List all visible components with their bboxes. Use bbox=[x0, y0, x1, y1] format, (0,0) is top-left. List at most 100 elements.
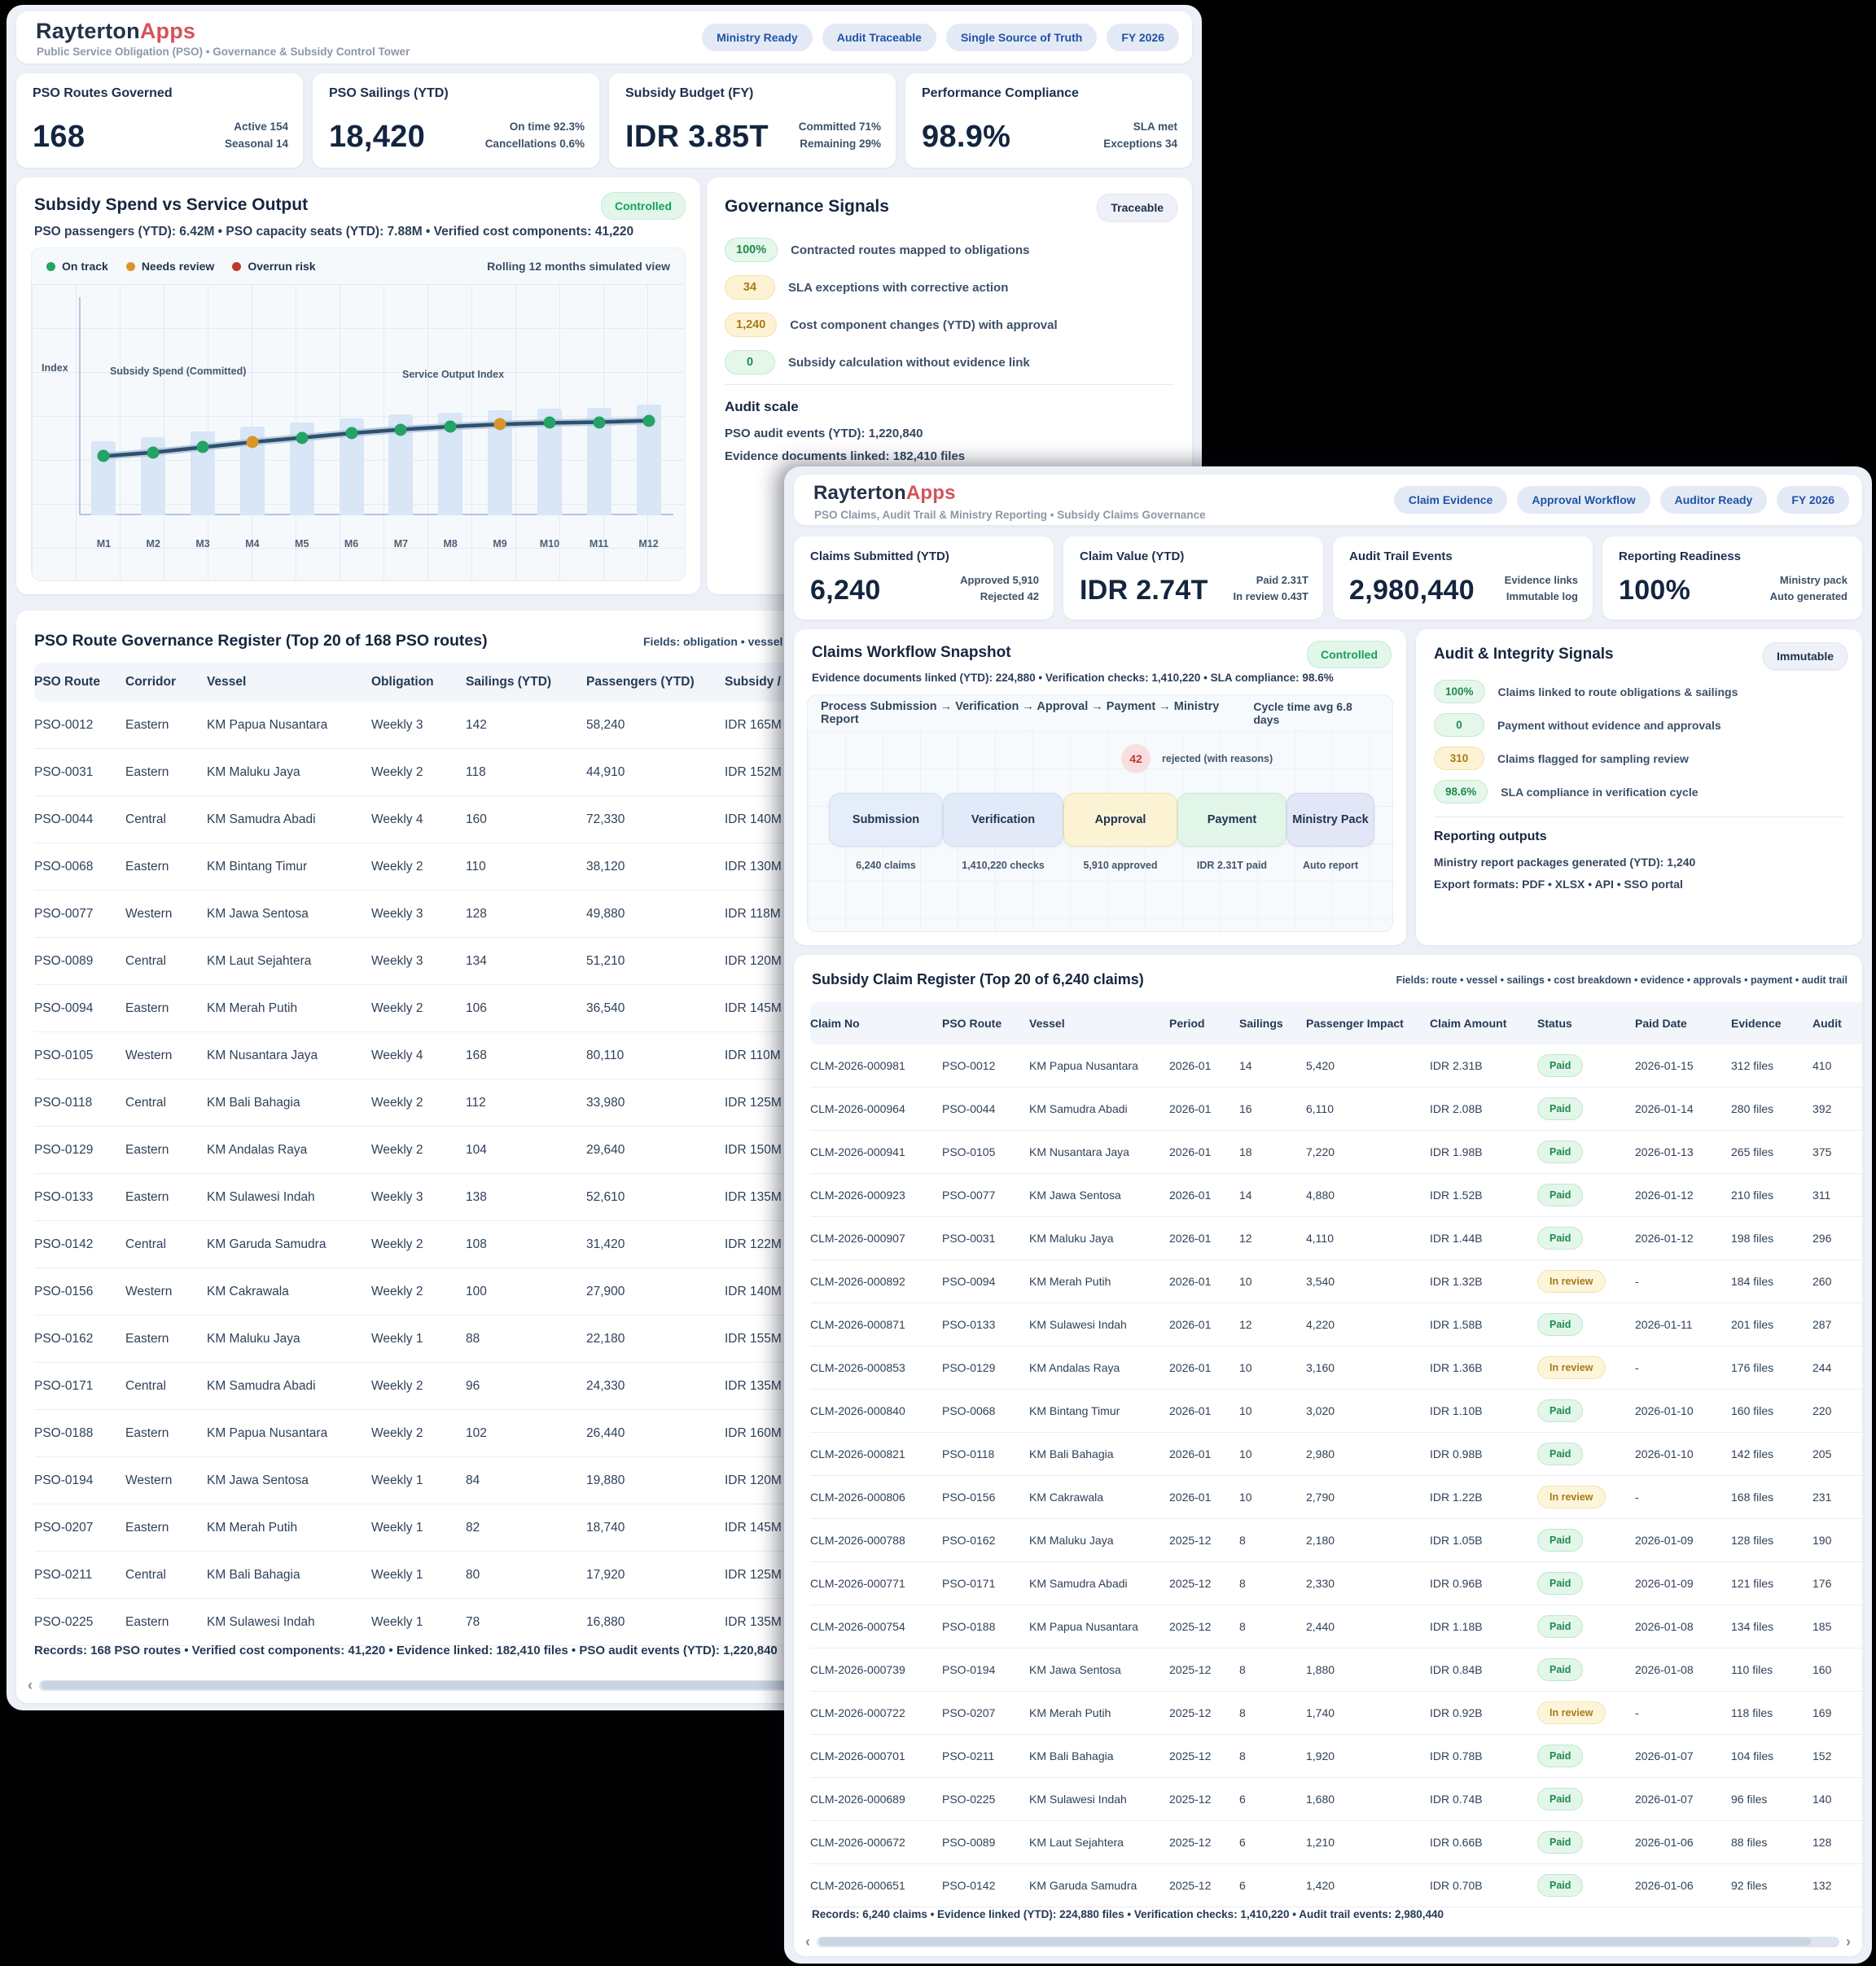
cell-sailings: 102 bbox=[466, 1425, 487, 1440]
workflow-process-label: Process Submission → Verification → Appr… bbox=[821, 700, 1220, 726]
scroll-left-icon[interactable]: ‹ bbox=[805, 1933, 810, 1950]
kpi-card: Claims Submitted (YTD) 6,240 Approved 5,91… bbox=[794, 536, 1054, 620]
cell-audit: 260 bbox=[1812, 1275, 1832, 1288]
cell-impact: 3,540 bbox=[1306, 1275, 1335, 1288]
cell-sailings: 18 bbox=[1239, 1145, 1252, 1158]
header-badge[interactable]: Approval Workflow bbox=[1517, 486, 1650, 514]
cell-amount: IDR 1.05B bbox=[1430, 1534, 1483, 1547]
kpi-sub-2: Remaining 29% bbox=[800, 138, 881, 151]
cell-period: 2026-01 bbox=[1169, 1102, 1212, 1115]
x-tick-label: M7 bbox=[393, 538, 409, 550]
data-point-green bbox=[394, 423, 407, 436]
kpi-value: 98.9% bbox=[922, 120, 1011, 154]
cell-paid_date: 2026-01-11 bbox=[1635, 1318, 1693, 1331]
header-badge[interactable]: Audit Traceable bbox=[822, 24, 936, 51]
cell-sailings: 160 bbox=[466, 812, 487, 826]
cell-evidence: 104 files bbox=[1731, 1749, 1774, 1762]
scroll-right-icon[interactable]: › bbox=[1846, 1933, 1851, 1950]
chart-legend: On track Needs review Overrun risk Rolling… bbox=[32, 248, 685, 285]
cell-sailings: 10 bbox=[1239, 1491, 1252, 1504]
workflow-node-sub: 6,240 claims bbox=[856, 860, 916, 871]
cell-sailings: 6 bbox=[1239, 1793, 1246, 1806]
cell-status: Paid bbox=[1537, 1874, 1635, 1897]
cell-status: In review bbox=[1537, 1701, 1635, 1724]
cell-status: Paid bbox=[1537, 1227, 1635, 1250]
workflow-node-box: Approval bbox=[1063, 793, 1177, 847]
table-row: PSO-0211 Central KM Bali Bahagia Weekly 1 80… bbox=[34, 1552, 1174, 1599]
cell-route: PSO-0211 bbox=[34, 1567, 93, 1582]
cell-period: 2026-01 bbox=[1169, 1232, 1212, 1245]
x-tick-label: M6 bbox=[344, 538, 359, 550]
cell-subsidy: IDR 122M bbox=[725, 1237, 782, 1251]
audit-scale-heading: Audit scale bbox=[725, 399, 799, 414]
column-header: Claim Amount bbox=[1430, 1017, 1507, 1030]
cell-vessel: KM Jawa Sentosa bbox=[207, 906, 309, 921]
scrollbar-track[interactable] bbox=[817, 1936, 1839, 1947]
cell-passengers: 16,880 bbox=[586, 1614, 625, 1629]
cell-impact: 1,420 bbox=[1306, 1879, 1335, 1892]
app-logo: RaytertonApps bbox=[813, 482, 956, 505]
claim-table-scrollbar[interactable]: ‹ › bbox=[805, 1933, 1851, 1950]
cell-sailings: 10 bbox=[1239, 1404, 1252, 1417]
cell-corridor: Central bbox=[125, 953, 166, 968]
cell-period: 2026-01 bbox=[1169, 1404, 1212, 1417]
cell-audit: 231 bbox=[1812, 1491, 1832, 1504]
cell-obligation: Weekly 2 bbox=[371, 859, 423, 874]
signal-value-pill: 0 bbox=[1434, 713, 1484, 737]
cell-sailings: 134 bbox=[466, 953, 487, 968]
controlled-status-badge: Controlled bbox=[1307, 641, 1392, 668]
kpi-value: 100% bbox=[1619, 575, 1691, 606]
table-row: PSO-0156 Western KM Cakrawala Weekly 2 100 27… bbox=[34, 1268, 1174, 1316]
cell-corridor: Central bbox=[125, 1237, 166, 1251]
cell-claim_no: CLM-2026-000689 bbox=[810, 1793, 905, 1806]
cell-vessel: KM Maluku Jaya bbox=[1029, 1232, 1114, 1245]
cell-subsidy: IDR 120M bbox=[725, 953, 782, 968]
cell-obligation: Weekly 4 bbox=[371, 812, 423, 826]
kpi-title: Subsidy Budget (FY) bbox=[625, 86, 754, 100]
cell-paid_date: 2026-01-06 bbox=[1635, 1836, 1694, 1849]
scrollbar-thumb[interactable] bbox=[42, 1681, 1149, 1689]
signal-label: Contracted routes mapped to obligations bbox=[791, 243, 1030, 257]
cell-paid_date: 2026-01-10 bbox=[1635, 1404, 1694, 1417]
scroll-left-icon[interactable]: ‹ bbox=[28, 1677, 33, 1693]
kpi-value: IDR 2.74T bbox=[1080, 575, 1208, 606]
cell-claim_no: CLM-2026-000840 bbox=[810, 1404, 905, 1417]
claim-register-card: Subsidy Claim Register (Top 20 of 6,240 … bbox=[794, 955, 1862, 1956]
cell-impact: 3,020 bbox=[1306, 1404, 1335, 1417]
table-row: PSO-0044 Central KM Samudra Abadi Weekly 4 1… bbox=[34, 796, 1174, 843]
kpi-sub-1: Committed 71% bbox=[798, 120, 881, 134]
legend-dot-icon bbox=[125, 261, 135, 271]
cell-evidence: 96 files bbox=[1731, 1793, 1768, 1806]
header-badge[interactable]: Single Source of Truth bbox=[945, 24, 1098, 51]
header-badge[interactable]: FY 2026 bbox=[1777, 486, 1849, 514]
signal-row: 100% Claims linked to route obligations &… bbox=[1434, 675, 1844, 708]
cell-passengers: 51,210 bbox=[586, 953, 625, 968]
cell-vessel: KM Merah Putih bbox=[207, 1001, 298, 1015]
cell-route: PSO-0012 bbox=[34, 717, 94, 732]
header-badge[interactable]: FY 2026 bbox=[1107, 24, 1179, 51]
header-badge[interactable]: Ministry Ready bbox=[702, 24, 813, 51]
kpi-card: Reporting Readiness 100% Ministry pack Auto… bbox=[1602, 536, 1862, 620]
cell-sailings: 84 bbox=[466, 1473, 480, 1487]
cell-impact: 1,210 bbox=[1306, 1836, 1335, 1849]
cell-obligation: Weekly 3 bbox=[371, 906, 423, 921]
column-header: Status bbox=[1537, 1017, 1572, 1030]
signal-row: 100% Contracted routes mapped to obligati… bbox=[725, 231, 1174, 269]
cell-route: PSO-0211 bbox=[942, 1749, 995, 1762]
route-table-title: PSO Route Governance Register (Top 20 of… bbox=[34, 632, 488, 650]
cell-audit: 160 bbox=[1812, 1663, 1832, 1676]
table-row: PSO-0133 Eastern KM Sulawesi Indah Weekly 3… bbox=[34, 1174, 1174, 1221]
cell-amount: IDR 2.08B bbox=[1430, 1102, 1483, 1115]
workflow-node-submission: Submission 6,240 claims bbox=[829, 793, 943, 871]
workflow-cycle-note: Cycle time avg 6.8 days bbox=[1253, 700, 1352, 726]
cell-impact: 2,980 bbox=[1306, 1447, 1335, 1460]
cell-route: PSO-0094 bbox=[942, 1275, 996, 1288]
cell-impact: 2,180 bbox=[1306, 1534, 1335, 1547]
cell-status: Paid bbox=[1537, 1615, 1635, 1638]
scrollbar-thumb[interactable] bbox=[819, 1938, 1812, 1946]
data-point-amber bbox=[493, 418, 506, 431]
table-row: CLM-2026-000701 PSO-0211 KM Bali Bahagia 20… bbox=[810, 1735, 1862, 1778]
kpi-sub-1: Active 154 bbox=[234, 120, 288, 134]
header-badge[interactable]: Claim Evidence bbox=[1393, 486, 1508, 514]
header-badge[interactable]: Auditor Ready bbox=[1659, 486, 1768, 514]
